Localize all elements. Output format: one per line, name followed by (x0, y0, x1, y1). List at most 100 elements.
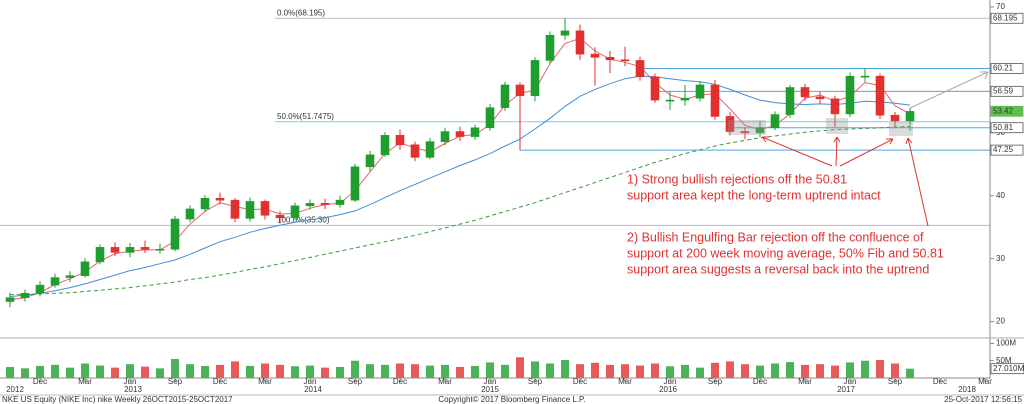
year-label: 2017 (837, 385, 855, 394)
volume-bar (591, 362, 599, 378)
arrow (833, 136, 841, 167)
volume-bar (501, 364, 509, 378)
x-tick-label: Sep (528, 377, 543, 386)
candle-body (725, 116, 735, 132)
candle-body (20, 293, 30, 299)
volume-bar (6, 366, 14, 378)
candle-body (170, 218, 180, 250)
volume-bar (111, 367, 119, 378)
x-tick-label: Jun (844, 377, 857, 386)
x-tick-label: Sep (888, 377, 903, 386)
x-tick-label: Dec (753, 377, 767, 386)
volume-bar (516, 357, 524, 378)
candle-body (740, 131, 750, 134)
candle-body (455, 131, 465, 137)
volume-last-label: 27.010M (993, 364, 1024, 373)
x-tick-label: Mar (438, 377, 452, 386)
volume-bar (156, 368, 164, 378)
main-layer (5, 18, 915, 378)
candle-body (350, 166, 360, 201)
x-tick-label: Dec (213, 377, 227, 386)
volume-bar (291, 366, 299, 378)
volume-bar (21, 368, 29, 378)
candle-body (710, 84, 720, 117)
candle-body (605, 56, 615, 61)
arrow (839, 138, 894, 167)
candle-body (560, 30, 570, 36)
volume-bar (786, 362, 794, 378)
candle-body (320, 203, 330, 205)
projection-arrow (909, 71, 989, 109)
y-tick-label: 30 (996, 254, 1005, 263)
volume-bar (561, 360, 569, 378)
candle-body (275, 214, 285, 219)
candle-body (335, 199, 345, 205)
candle-body (380, 135, 390, 156)
candle-body (215, 197, 225, 201)
volume-bar (261, 363, 269, 378)
volume-bar (831, 365, 839, 378)
candle-body (515, 84, 525, 96)
arrow (761, 136, 833, 167)
price-label-box (990, 12, 1024, 24)
candle-body (35, 284, 45, 294)
volume-bar (471, 365, 479, 378)
candle-body (200, 197, 210, 210)
volume-bar (651, 363, 659, 378)
candle-body (890, 114, 900, 122)
candle-body (95, 247, 105, 263)
annotation: 2) Bullish Engulfing Bar rejection off t… (627, 230, 924, 244)
volume-bar (366, 364, 374, 378)
volume-bar (201, 365, 209, 378)
price-label: 53.42 (993, 106, 1014, 115)
x-tick-label: Mar (978, 377, 992, 386)
volume-bar (756, 365, 764, 378)
moving-average (9, 75, 911, 297)
fib-label: 100.0%(35.30) (277, 215, 330, 224)
x-tick-label: Dec (393, 377, 407, 386)
price-label-box (990, 85, 1024, 97)
arrow (905, 137, 929, 227)
x-tick-label: Mar (618, 377, 632, 386)
x-tick-label: Jun (124, 377, 137, 386)
candle-body (650, 76, 660, 101)
candle-body (290, 205, 300, 219)
fib-label: 50.0%(51.7475) (277, 112, 334, 121)
volume-bar (771, 363, 779, 378)
volume-bar (171, 359, 179, 378)
annotation: 1) Strong bullish rejections off the 50.… (627, 172, 847, 186)
candle-body (815, 96, 825, 100)
volume-bar (816, 364, 824, 378)
highlight-box (889, 122, 913, 136)
volume-tick-label: 100M (996, 339, 1016, 348)
x-tick-label: Dec (933, 377, 947, 386)
candle-body (635, 60, 645, 78)
volume-bar (846, 362, 854, 378)
volume-bar (396, 363, 404, 378)
candle-body (770, 114, 780, 129)
x-tick-label: Mar (78, 377, 92, 386)
volume-bar (711, 362, 719, 378)
year-label: 2018 (958, 385, 976, 394)
volume-bar (696, 367, 704, 378)
x-tick-label: Sep (708, 377, 723, 386)
volume-bar (576, 364, 584, 378)
footer-left: NKE US Equity (NIKE Inc) nike Weekly 26O… (2, 395, 233, 404)
volume-last-box (990, 363, 1024, 375)
volume-bar (231, 361, 239, 378)
candle-body (845, 75, 855, 115)
x-tick-label: Jun (664, 377, 677, 386)
volume-bar (441, 364, 449, 378)
footer-center: Copyright© 2017 Bloomberg Finance L.P. (438, 395, 585, 404)
volume-bar (636, 365, 644, 378)
back-layer: 0.0%(68.195) 50.0%(51.7475) 100.0%(35.30) (0, 8, 990, 226)
candle-body (50, 277, 60, 286)
price-label: 60.21 (993, 64, 1014, 73)
volume-bar (741, 364, 749, 378)
candle-body (620, 59, 630, 62)
candle-body (470, 127, 480, 137)
price-label-box (990, 122, 1024, 134)
volume-bar (66, 367, 74, 378)
x-tick-label: Dec (33, 377, 47, 386)
